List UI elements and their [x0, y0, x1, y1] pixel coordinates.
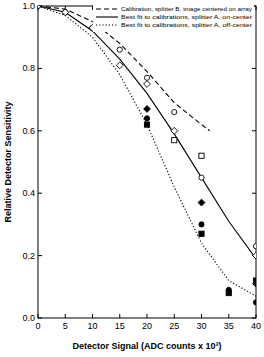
- plot-area: [38, 6, 256, 305]
- y-tick: [38, 255, 42, 256]
- x-tick-label: 20: [142, 321, 152, 331]
- curve: [38, 6, 256, 296]
- x-tick-label: 0: [35, 321, 40, 331]
- x-tick-label: 15: [115, 321, 125, 331]
- data-point: [172, 109, 177, 114]
- y-tick-label: 0.8: [22, 63, 35, 73]
- curve: [38, 6, 256, 259]
- x-tick: [65, 314, 66, 318]
- data-point: [171, 127, 178, 134]
- y-axis-label: Relative Detector Sensitivity: [3, 101, 13, 222]
- y-tick: [38, 130, 42, 131]
- data-point: [38, 6, 41, 9]
- data-point: [226, 290, 231, 295]
- data-point: [116, 62, 123, 69]
- x-tick: [92, 314, 93, 318]
- y-tick-label: 0.2: [22, 251, 35, 261]
- y-tick-label: 0.0: [22, 313, 35, 323]
- x-tick-label: 5: [63, 321, 68, 331]
- x-tick: [147, 314, 148, 318]
- data-point: [199, 231, 204, 236]
- data-point: [253, 278, 256, 283]
- data-point: [199, 175, 204, 180]
- data-point: [172, 138, 177, 143]
- y-tick: [38, 68, 42, 69]
- legend: Calibration, splitter B, image centered …: [93, 5, 254, 32]
- data-point: [144, 106, 151, 113]
- y-tick: [252, 318, 256, 319]
- y-tick: [252, 68, 256, 69]
- data-point: [253, 252, 256, 259]
- legend-label: Best fit to calibrations, splitter A, of…: [121, 21, 252, 28]
- data-point: [144, 81, 151, 88]
- plot-frame: [38, 6, 256, 318]
- y-tick-label: 1.0: [22, 1, 35, 11]
- data-point: [253, 300, 256, 305]
- y-tick: [252, 130, 256, 131]
- data-point: [198, 199, 205, 206]
- data-point: [144, 116, 149, 121]
- data-point: [199, 153, 204, 158]
- chart: 0 5 10 15 20 25 30 35 40 0.0 0.2 0.4 0.6 0.8 1.0 Detect…: [0, 0, 264, 357]
- x-tick: [228, 314, 229, 318]
- legend-label: Best fit to calibrations, splitter A, on…: [121, 13, 252, 20]
- legend-swatch: [96, 8, 118, 9]
- x-axis-label: Detector Signal (ADC counts x 10³): [72, 341, 221, 351]
- y-tick: [252, 193, 256, 194]
- data-point: [253, 244, 256, 249]
- data-point: [144, 75, 149, 80]
- x-tick: [38, 314, 39, 318]
- data-point: [117, 47, 122, 52]
- y-tick: [38, 193, 42, 194]
- x-tick-label: 30: [196, 321, 206, 331]
- legend-swatch: [96, 24, 118, 25]
- x-tick-label: 40: [251, 321, 261, 331]
- y-tick-label: 0.6: [22, 126, 35, 136]
- x-tick: [92, 6, 93, 10]
- y-tick-label: 0.4: [22, 188, 35, 198]
- legend-swatch: [96, 16, 118, 17]
- x-tick-label: 25: [169, 321, 179, 331]
- x-tick: [256, 6, 257, 10]
- x-tick: [174, 314, 175, 318]
- x-tick-label: 10: [87, 321, 97, 331]
- data-point: [199, 222, 204, 227]
- legend-background: [93, 5, 254, 32]
- x-tick: [119, 314, 120, 318]
- y-tick: [38, 318, 42, 319]
- data-point: [62, 9, 69, 16]
- data-point: [144, 122, 149, 127]
- x-tick: [256, 314, 257, 318]
- legend-label: Calibration, splitter B, image centered …: [121, 5, 253, 12]
- x-tick: [201, 314, 202, 318]
- x-tick-label: 35: [224, 321, 234, 331]
- data-point: [63, 10, 68, 15]
